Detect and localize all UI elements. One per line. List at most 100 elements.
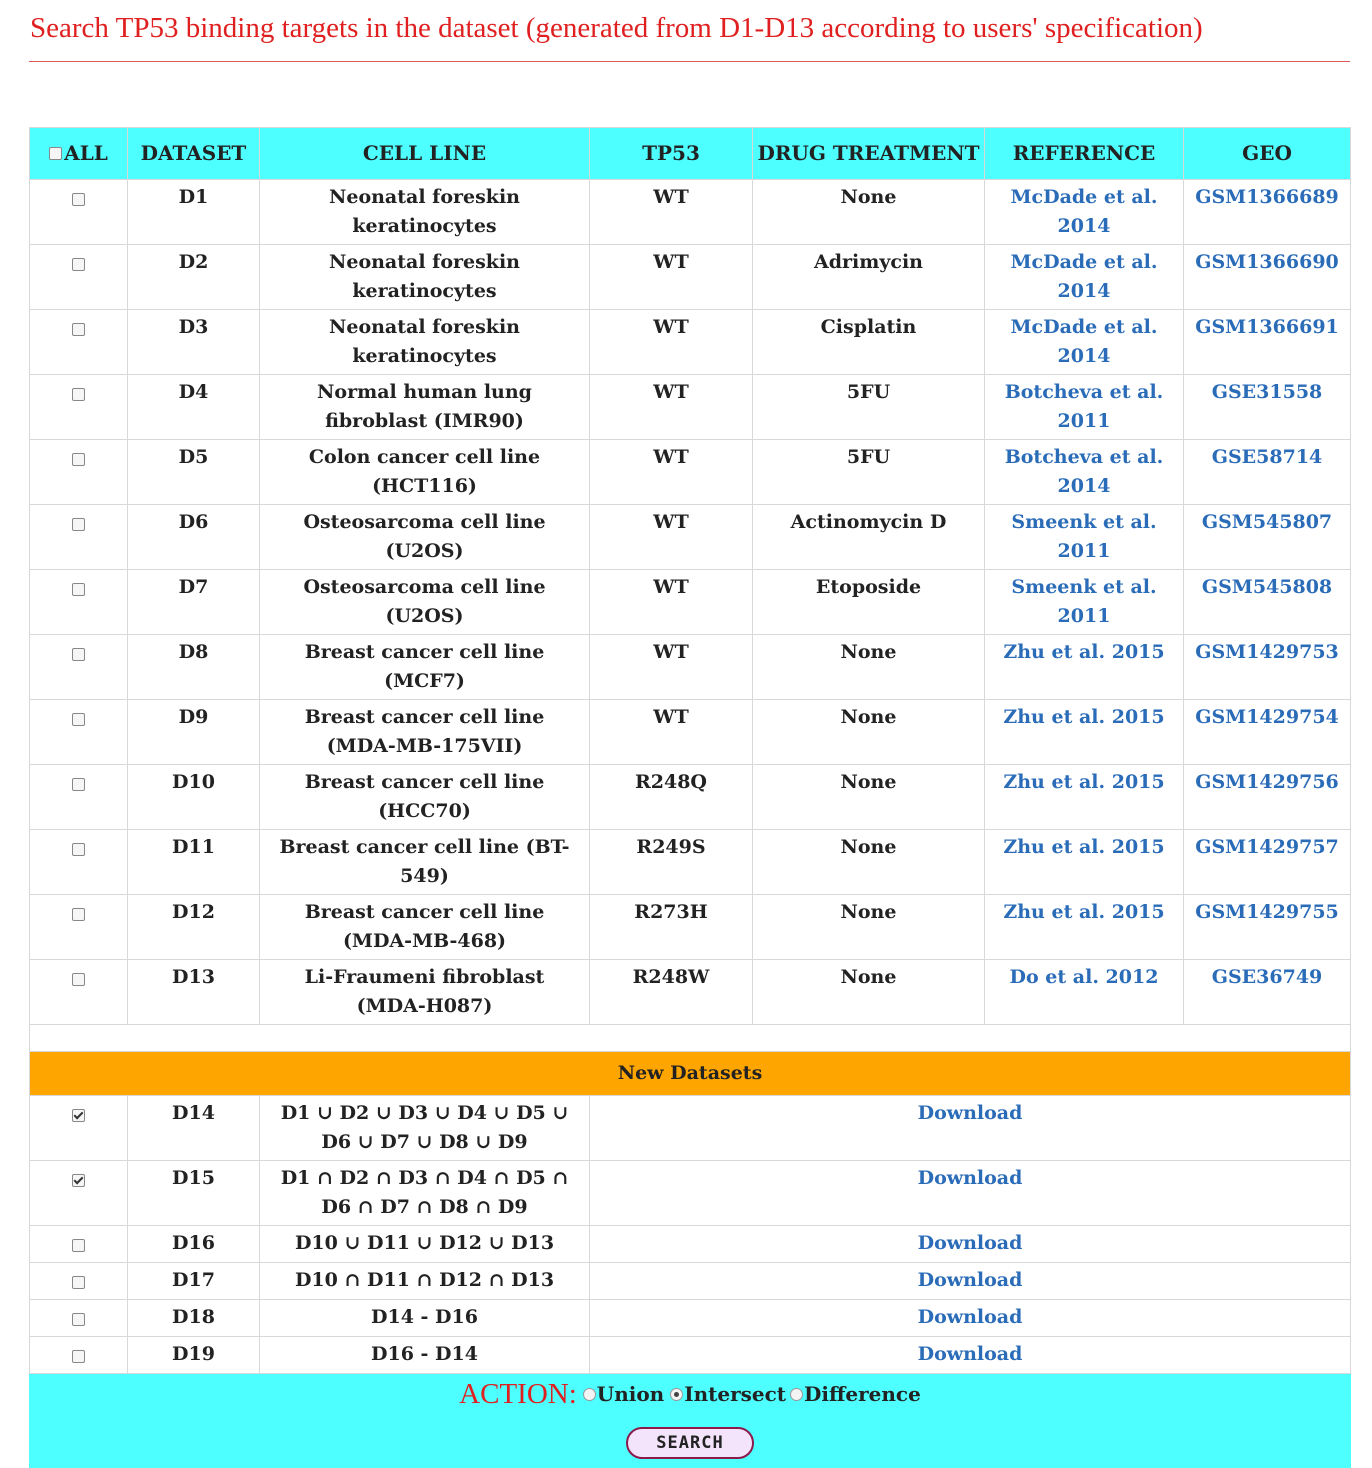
- intersect-radio[interactable]: [670, 1388, 684, 1401]
- reference-link[interactable]: Zhu et al. 2015: [1003, 901, 1165, 923]
- reference-link[interactable]: Do et al. 2012: [1009, 966, 1159, 988]
- download-link[interactable]: Download: [917, 1102, 1023, 1124]
- row-checkbox[interactable]: [72, 387, 85, 401]
- reference-cell: McDade et al. 2014: [984, 244, 1184, 310]
- dataset-row: D13 Li-Fraumeni fibroblast (MDA-H087) R248…: [29, 959, 1351, 1025]
- drug-treatment: Actinomycin D: [752, 504, 985, 570]
- row-checkbox[interactable]: [72, 1275, 85, 1289]
- row-checkbox[interactable]: [72, 1238, 85, 1252]
- reference-link[interactable]: Zhu et al. 2015: [1003, 641, 1165, 663]
- table-header-row: ALL DATASET CELL LINE TP53 DRUG TREATMEN…: [29, 127, 1351, 180]
- row-checkbox[interactable]: [72, 907, 85, 921]
- drug-treatment: Adrimycin: [752, 244, 985, 310]
- reference-cell: Zhu et al. 2015: [984, 634, 1184, 700]
- row-checkbox[interactable]: [72, 582, 85, 596]
- spacer-cell: [29, 1024, 1351, 1052]
- drug-treatment: None: [752, 829, 985, 895]
- reference-link[interactable]: Zhu et al. 2015: [1003, 706, 1165, 728]
- geo-cell: GSM1429757: [1183, 829, 1351, 895]
- row-checkbox[interactable]: [72, 192, 85, 206]
- cell-line: Breast cancer cell line (MCF7): [259, 634, 590, 700]
- download-link[interactable]: Download: [917, 1306, 1023, 1328]
- dataset-row: D7 Osteosarcoma cell line (U2OS) WT Etoposi…: [29, 569, 1351, 635]
- row-checkbox[interactable]: [72, 322, 85, 336]
- cell-line: Li-Fraumeni fibroblast (MDA-H087): [259, 959, 590, 1025]
- cell-line: Neonatal foreskin keratinocytes: [259, 309, 590, 375]
- difference-radio[interactable]: [790, 1388, 804, 1401]
- row-checkbox[interactable]: [72, 842, 85, 856]
- row-checkbox[interactable]: [72, 1349, 85, 1363]
- geo-link[interactable]: GSE58714: [1211, 446, 1323, 468]
- geo-link[interactable]: GSM545807: [1201, 511, 1333, 533]
- row-select-cell: [29, 1095, 128, 1161]
- cell-line: Normal human lung fibroblast (IMR90): [259, 374, 590, 440]
- geo-link[interactable]: GSM1429754: [1195, 706, 1339, 728]
- geo-link[interactable]: GSM1429757: [1195, 836, 1339, 858]
- geo-link[interactable]: GSM1366689: [1195, 186, 1339, 208]
- search-button[interactable]: SEARCH: [626, 1427, 754, 1459]
- reference-link[interactable]: McDade et al. 2014: [1010, 316, 1158, 367]
- geo-link[interactable]: GSM1366691: [1195, 316, 1339, 338]
- reference-link[interactable]: McDade et al. 2014: [1010, 251, 1158, 302]
- row-checkbox[interactable]: [72, 972, 85, 986]
- union-option[interactable]: Union: [582, 1380, 665, 1409]
- intersect-label[interactable]: Intersect: [684, 1382, 787, 1406]
- row-checkbox[interactable]: [72, 257, 85, 271]
- tp53-status: WT: [589, 634, 753, 700]
- header-all: ALL: [29, 127, 128, 180]
- reference-link[interactable]: Botcheva et al. 2014: [1004, 446, 1164, 497]
- geo-link[interactable]: GSM1429753: [1195, 641, 1339, 663]
- row-checkbox[interactable]: [72, 452, 85, 466]
- union-radio[interactable]: [582, 1388, 596, 1401]
- download-link[interactable]: Download: [917, 1343, 1023, 1365]
- row-checkbox[interactable]: [72, 777, 85, 791]
- difference-option[interactable]: Difference: [790, 1380, 921, 1409]
- geo-link[interactable]: GSM545808: [1201, 576, 1333, 598]
- tp53-status: WT: [589, 699, 753, 765]
- row-select-cell: [29, 244, 128, 310]
- geo-link[interactable]: GSE36749: [1211, 966, 1323, 988]
- row-checkbox[interactable]: [72, 647, 85, 661]
- reference-link[interactable]: McDade et al. 2014: [1010, 186, 1158, 237]
- reference-link[interactable]: Zhu et al. 2015: [1003, 771, 1165, 793]
- download-link[interactable]: Download: [917, 1232, 1023, 1254]
- dataset-row: D6 Osteosarcoma cell line (U2OS) WT Actinom…: [29, 504, 1351, 570]
- download-link[interactable]: Download: [917, 1167, 1023, 1189]
- dataset-row: D11 Breast cancer cell line (BT-549) R249S…: [29, 829, 1351, 895]
- select-all-checkbox[interactable]: [49, 147, 63, 160]
- action-cell: ACTION: Union Intersect Difference: [29, 1373, 1351, 1419]
- new-dataset-row: D19 D16 - D14 Download: [29, 1336, 1351, 1374]
- reference-link[interactable]: Smeenk et al. 2011: [1011, 511, 1157, 562]
- reference-link[interactable]: Smeenk et al. 2011: [1011, 576, 1157, 627]
- tp53-status: R273H: [589, 894, 753, 960]
- geo-link[interactable]: GSM1429755: [1195, 901, 1339, 923]
- row-checkbox[interactable]: [72, 1173, 85, 1187]
- dataset-id: D10: [127, 764, 260, 830]
- new-dataset-row: D18 D14 - D16 Download: [29, 1299, 1351, 1337]
- dataset-id: D16: [127, 1225, 260, 1263]
- tp53-status: WT: [589, 504, 753, 570]
- geo-link[interactable]: GSM1366690: [1195, 251, 1339, 273]
- row-checkbox[interactable]: [72, 1312, 85, 1326]
- row-select-cell: [29, 829, 128, 895]
- reference-link[interactable]: Botcheva et al. 2011: [1004, 381, 1164, 432]
- union-label[interactable]: Union: [596, 1382, 665, 1406]
- cell-line: Colon cancer cell line (HCT116): [259, 439, 590, 505]
- reference-cell: McDade et al. 2014: [984, 179, 1184, 245]
- difference-label[interactable]: Difference: [804, 1382, 921, 1406]
- reference-link[interactable]: Zhu et al. 2015: [1003, 836, 1165, 858]
- download-cell: Download: [589, 1160, 1351, 1226]
- cell-line: Breast cancer cell line (MDA-MB-468): [259, 894, 590, 960]
- row-checkbox[interactable]: [72, 712, 85, 726]
- row-select-cell: [29, 1160, 128, 1226]
- row-checkbox[interactable]: [72, 1108, 85, 1122]
- tp53-status: WT: [589, 569, 753, 635]
- download-link[interactable]: Download: [917, 1269, 1023, 1291]
- intersect-option[interactable]: Intersect: [670, 1380, 786, 1409]
- dataset-table: ALL DATASET CELL LINE TP53 DRUG TREATMEN…: [29, 127, 1351, 1468]
- geo-link[interactable]: GSM1429756: [1195, 771, 1339, 793]
- dataset-row: D9 Breast cancer cell line (MDA-MB-175VII…: [29, 699, 1351, 765]
- geo-link[interactable]: GSE31558: [1211, 381, 1323, 403]
- reference-cell: Zhu et al. 2015: [984, 764, 1184, 830]
- row-checkbox[interactable]: [72, 517, 85, 531]
